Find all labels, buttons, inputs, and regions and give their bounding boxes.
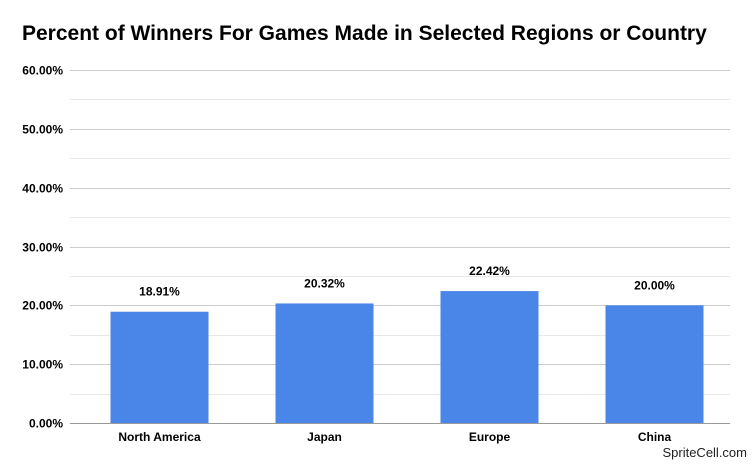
y-tick-label: 60.00% [22,64,63,78]
x-tick-label: North America [118,430,201,444]
bar [605,305,704,423]
y-tick-label: 0.00% [29,417,63,431]
x-tick-label: China [638,430,672,444]
chart-title: Percent of Winners For Games Made in Sel… [22,22,707,45]
data-label: 20.00% [634,278,675,292]
bar [275,303,374,423]
y-tick-label: 30.00% [22,241,63,255]
y-tick-label: 20.00% [22,299,63,313]
data-label: 20.32% [304,276,345,290]
bar [440,291,539,423]
watermark: SpriteCell.com [662,445,747,460]
bar [110,311,209,423]
y-tick-label: 40.00% [22,182,63,196]
x-tick-label: Europe [469,430,511,444]
y-tick-label: 50.00% [22,123,63,137]
y-tick-label: 10.00% [22,358,63,372]
x-tick-label: Japan [307,430,342,444]
data-label: 18.91% [139,285,180,299]
data-label: 22.42% [469,264,510,278]
